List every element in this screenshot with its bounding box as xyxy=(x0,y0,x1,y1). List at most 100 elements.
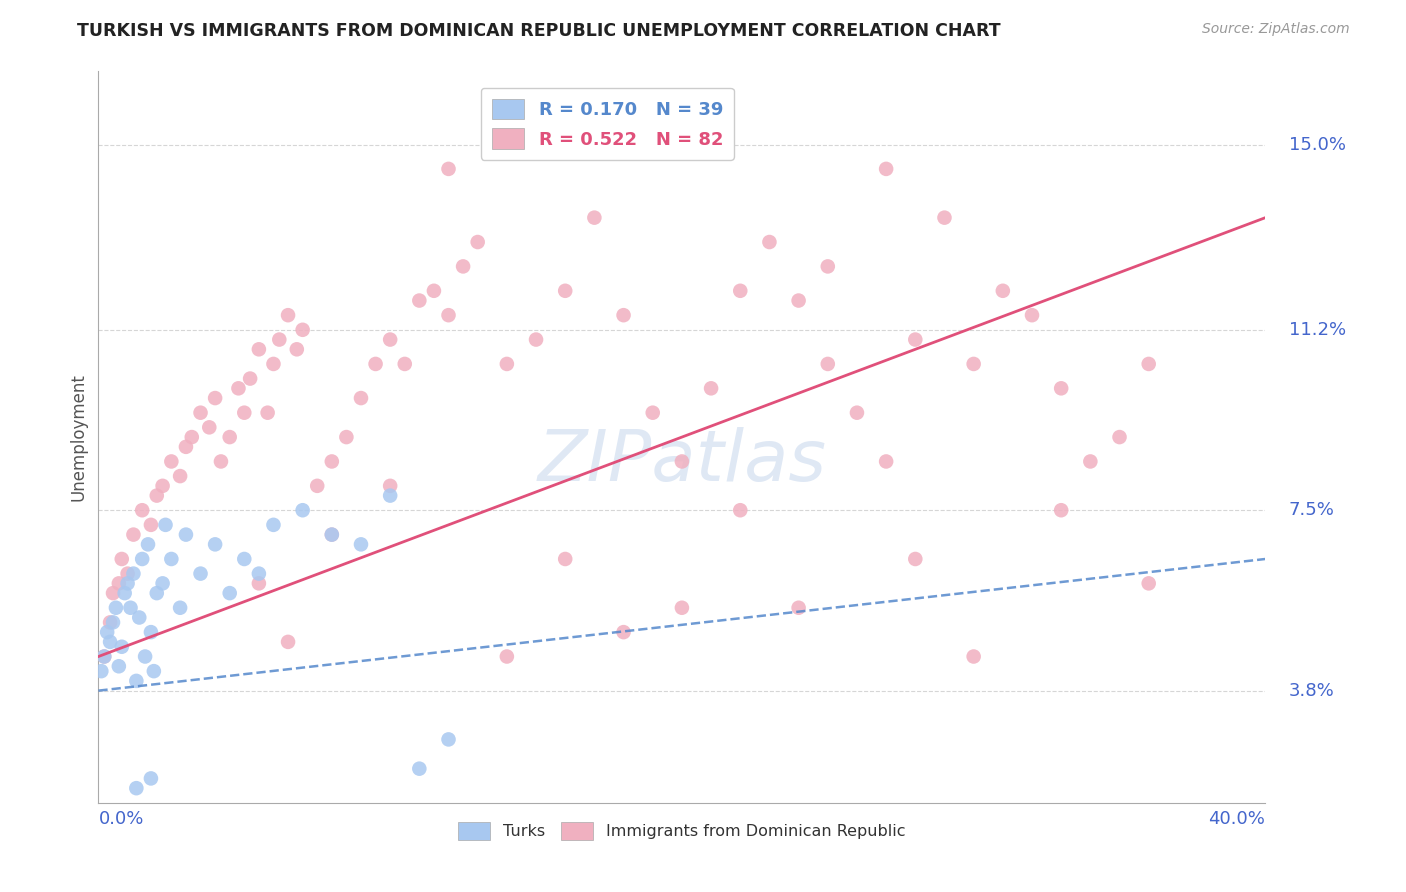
Point xyxy=(554,552,576,566)
Point xyxy=(285,343,308,357)
Point xyxy=(190,566,212,581)
Point xyxy=(169,600,191,615)
Point xyxy=(134,649,156,664)
Point xyxy=(554,284,576,298)
Point xyxy=(904,333,927,347)
Point xyxy=(152,479,174,493)
Point xyxy=(190,406,212,420)
Point xyxy=(1137,576,1160,591)
Point xyxy=(233,552,256,566)
Point xyxy=(142,664,165,678)
Point xyxy=(496,649,519,664)
Point xyxy=(269,333,291,347)
Point xyxy=(641,406,664,420)
Point xyxy=(209,454,232,468)
Point xyxy=(437,732,460,747)
Point xyxy=(247,576,270,591)
Point xyxy=(524,333,547,347)
Point xyxy=(408,293,430,308)
Point xyxy=(291,503,314,517)
Point xyxy=(1108,430,1130,444)
Point xyxy=(408,762,430,776)
Point xyxy=(277,308,299,322)
Point xyxy=(139,772,162,786)
Text: Source: ZipAtlas.com: Source: ZipAtlas.com xyxy=(1202,22,1350,37)
Point xyxy=(101,586,124,600)
Point xyxy=(335,430,357,444)
Point xyxy=(394,357,416,371)
Point xyxy=(93,649,115,664)
Point xyxy=(817,260,839,274)
Point xyxy=(136,537,159,551)
Point xyxy=(1021,308,1043,322)
Point xyxy=(218,430,240,444)
Point xyxy=(111,640,134,654)
Point xyxy=(131,552,153,566)
Point xyxy=(613,625,636,640)
Point xyxy=(817,357,839,371)
Point xyxy=(155,517,177,532)
Point xyxy=(108,659,131,673)
Point xyxy=(671,454,693,468)
Point xyxy=(233,406,256,420)
Point xyxy=(321,454,343,468)
Point xyxy=(128,610,150,624)
Point xyxy=(1137,357,1160,371)
Point xyxy=(111,552,134,566)
Text: 15.0%: 15.0% xyxy=(1289,136,1346,153)
Point xyxy=(307,479,329,493)
Text: ZIPatlas: ZIPatlas xyxy=(537,427,827,496)
Point xyxy=(247,343,270,357)
Text: TURKISH VS IMMIGRANTS FROM DOMINICAN REPUBLIC UNEMPLOYMENT CORRELATION CHART: TURKISH VS IMMIGRANTS FROM DOMINICAN REP… xyxy=(77,22,1001,40)
Point xyxy=(108,576,131,591)
Point xyxy=(122,566,145,581)
Point xyxy=(247,566,270,581)
Point xyxy=(125,781,148,796)
Point xyxy=(321,527,343,541)
Point xyxy=(101,615,124,630)
Text: 40.0%: 40.0% xyxy=(1209,810,1265,828)
Point xyxy=(98,635,121,649)
Point xyxy=(423,284,446,298)
Point xyxy=(239,371,262,385)
Point xyxy=(139,625,162,640)
Point xyxy=(671,600,693,615)
Point xyxy=(451,260,474,274)
Point xyxy=(228,381,250,395)
Point xyxy=(613,308,636,322)
Point xyxy=(117,576,139,591)
Point xyxy=(169,469,191,483)
Point xyxy=(1050,381,1073,395)
Y-axis label: Unemployment: Unemployment xyxy=(69,373,87,501)
Point xyxy=(122,527,145,541)
Point xyxy=(174,440,197,454)
Point xyxy=(204,391,226,405)
Point xyxy=(730,503,752,517)
Point xyxy=(787,293,810,308)
Point xyxy=(96,625,118,640)
Point xyxy=(263,357,285,371)
Point xyxy=(846,406,869,420)
Point xyxy=(962,357,984,371)
Point xyxy=(934,211,956,225)
Point xyxy=(131,503,153,517)
Point xyxy=(437,308,460,322)
Text: 0.0%: 0.0% xyxy=(98,810,143,828)
Point xyxy=(437,161,460,176)
Point xyxy=(152,576,174,591)
Point xyxy=(93,649,115,664)
Point xyxy=(146,586,169,600)
Point xyxy=(291,323,314,337)
Point xyxy=(991,284,1014,298)
Point xyxy=(583,211,606,225)
Point xyxy=(104,600,127,615)
Point xyxy=(875,454,897,468)
Point xyxy=(875,161,897,176)
Point xyxy=(256,406,278,420)
Point xyxy=(263,517,285,532)
Point xyxy=(730,284,752,298)
Point xyxy=(321,527,343,541)
Point xyxy=(139,517,162,532)
Point xyxy=(962,649,984,664)
Point xyxy=(114,586,136,600)
